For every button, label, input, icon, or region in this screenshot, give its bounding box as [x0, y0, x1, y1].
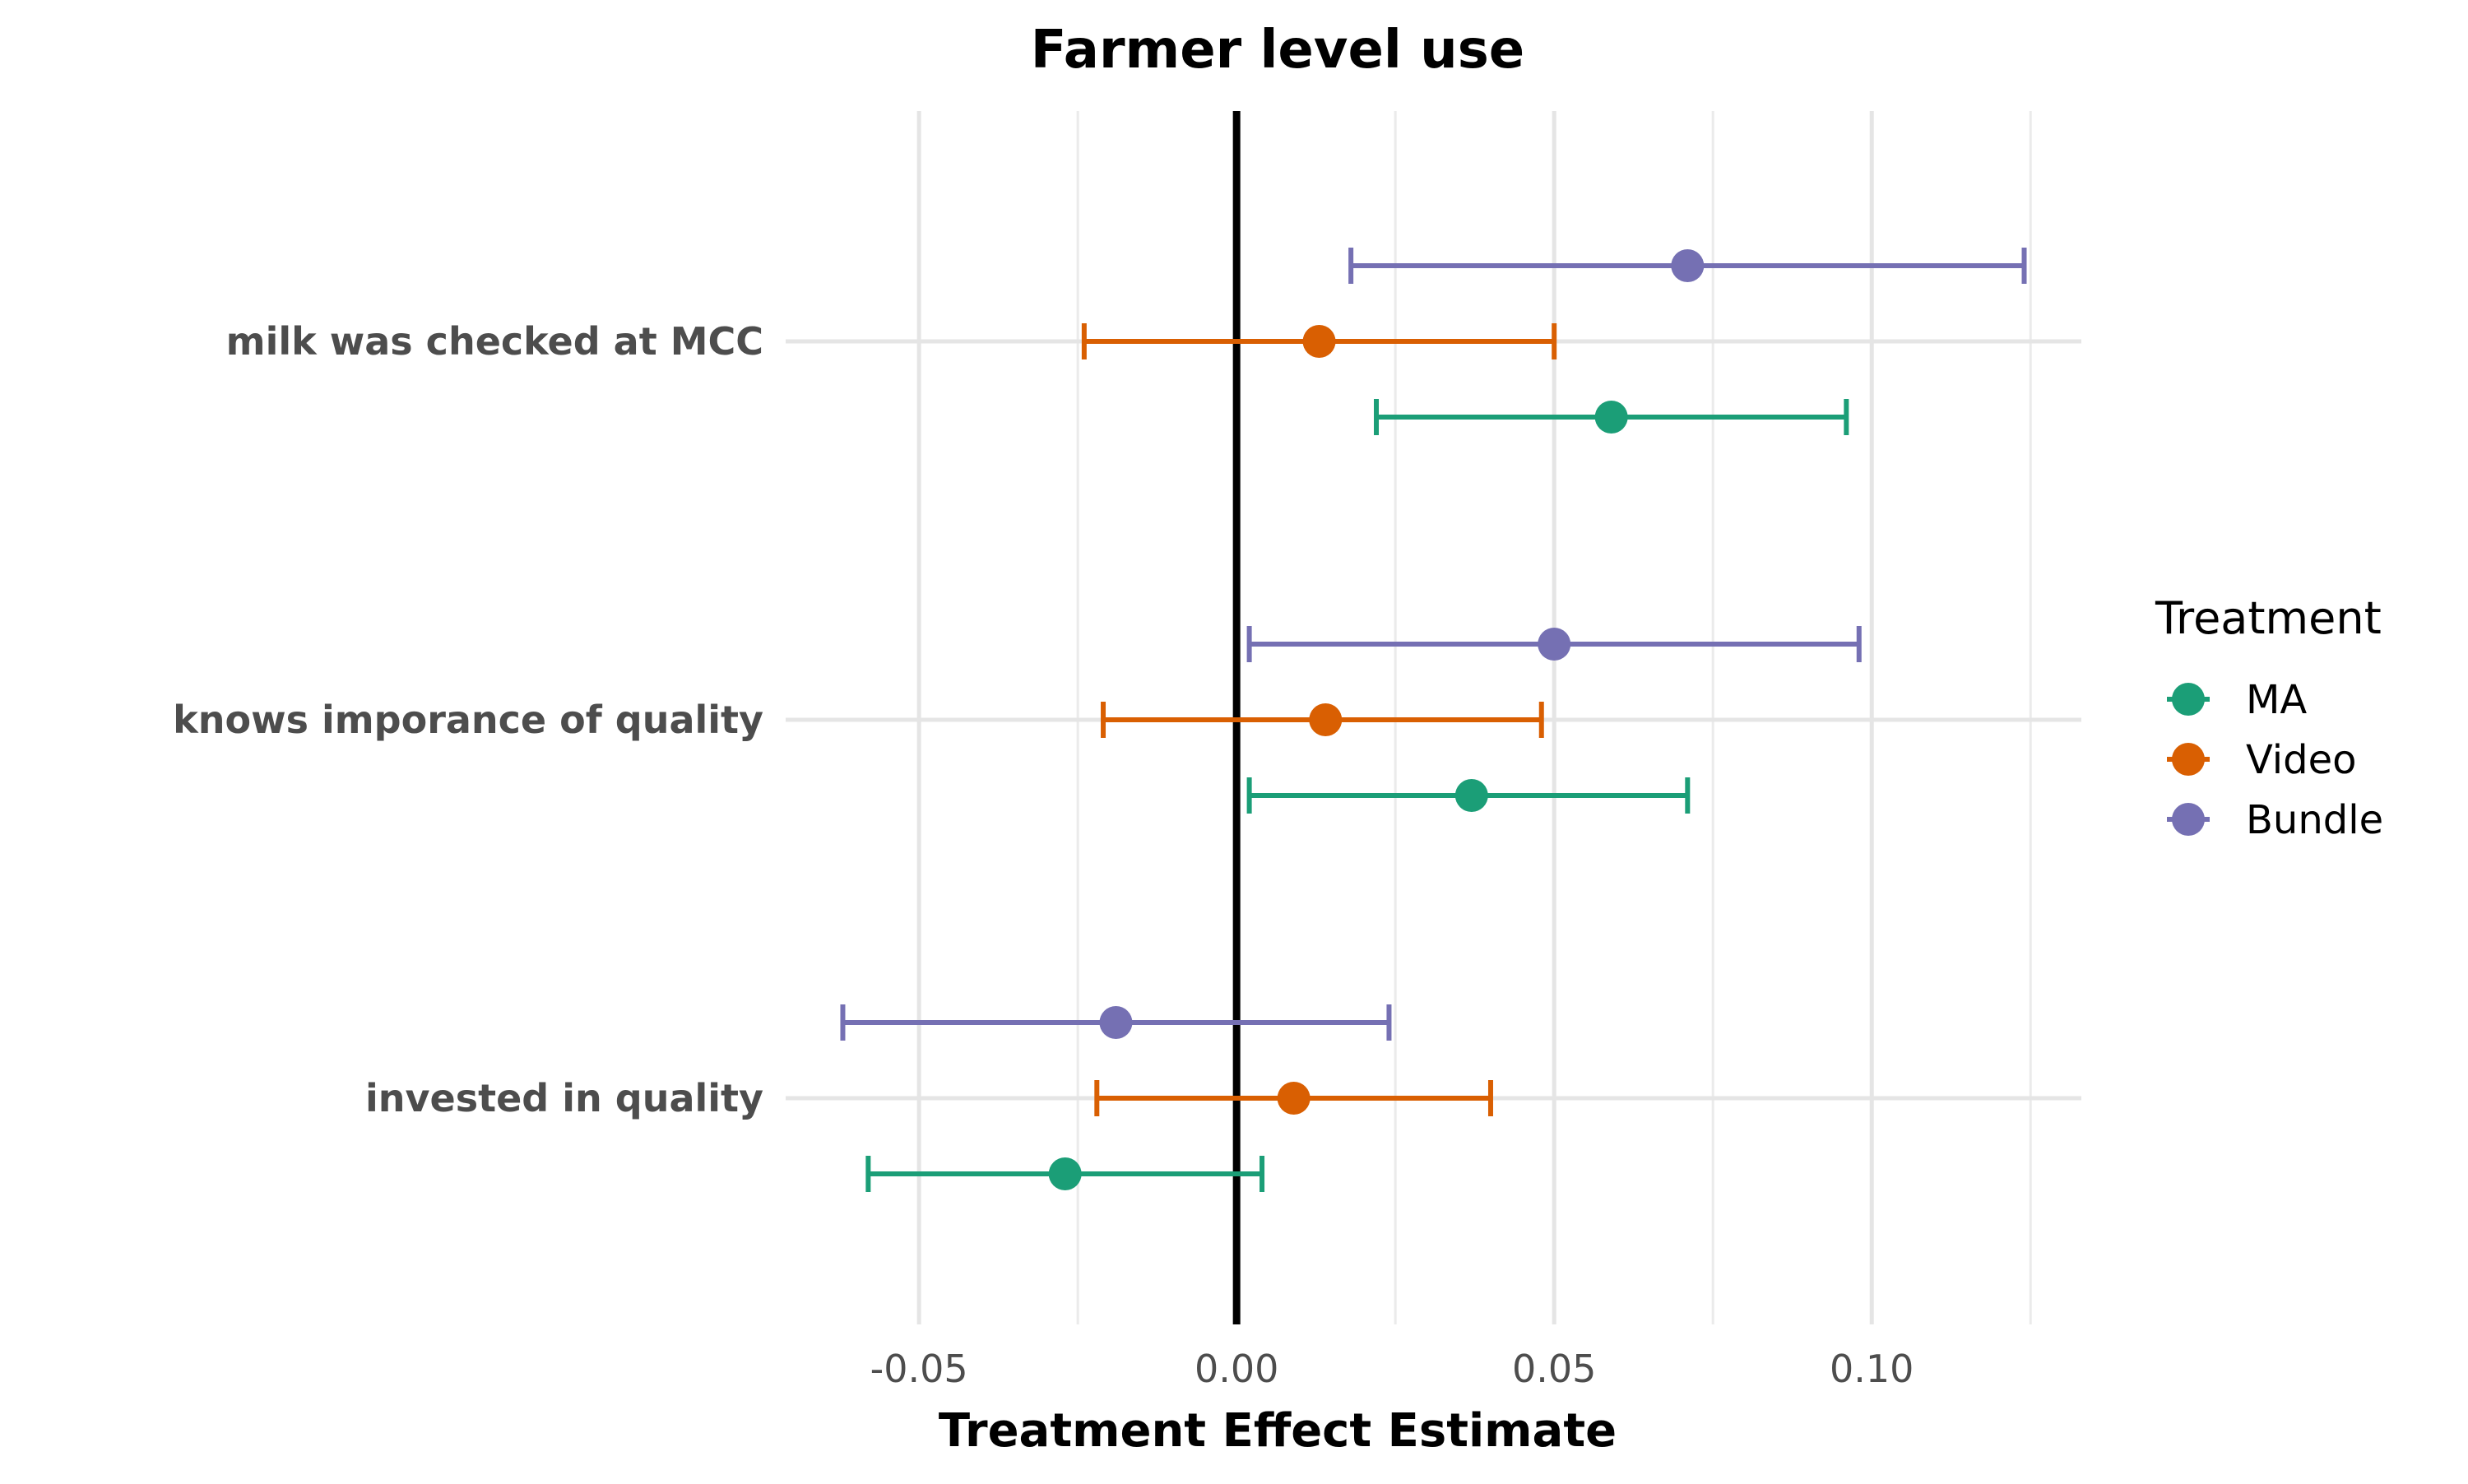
error-bar-ma	[1374, 399, 1849, 435]
error-bar-video	[1101, 702, 1544, 738]
error-bar-bundle	[1246, 626, 1862, 662]
legend-item-bundle: Bundle	[2167, 797, 2383, 843]
legend-item-label: Video	[2246, 737, 2356, 783]
error-bar-video	[1081, 323, 1557, 359]
axis-layer: milk was checked at MCC knows imporance o…	[173, 319, 1914, 1391]
estimate-point-bundle	[1671, 249, 1705, 282]
x-tick-label: 0.10	[1830, 1347, 1914, 1391]
error-bar-video	[1094, 1080, 1493, 1116]
error-bar-bundle	[1348, 248, 2027, 284]
legend-item-ma: MA	[2167, 677, 2307, 723]
estimate-point-bundle	[1099, 1006, 1133, 1039]
error-bar-ma	[1246, 777, 1691, 814]
marks-layer	[840, 248, 2027, 1192]
x-axis-label: Treatment Effect Estimate	[939, 1404, 1617, 1458]
x-tick-label: 0.05	[1512, 1347, 1596, 1391]
y-tick-label: invested in quality	[365, 1076, 763, 1120]
legend: Treatment MA Video Bundle	[2155, 592, 2383, 843]
x-tick-label: 0.00	[1195, 1347, 1278, 1391]
estimate-point-video	[1277, 1082, 1311, 1115]
legend-key-point	[2172, 803, 2205, 836]
chart-title: Farmer level use	[1031, 20, 1524, 81]
legend-title: Treatment	[2155, 592, 2382, 644]
error-bar-bundle	[840, 1004, 1392, 1041]
legend-key-point	[2172, 743, 2205, 776]
legend-item-video: Video	[2167, 737, 2356, 783]
legend-items: MA Video Bundle	[2167, 677, 2383, 843]
y-tick-label: knows imporance of quality	[173, 698, 763, 742]
estimate-point-ma	[1594, 401, 1628, 434]
estimate-point-bundle	[1538, 628, 1571, 661]
estimate-point-video	[1309, 703, 1343, 736]
x-tick-label: -0.05	[870, 1347, 968, 1391]
legend-key-point	[2172, 683, 2205, 716]
estimate-point-ma	[1454, 779, 1488, 812]
legend-item-label: Bundle	[2246, 797, 2383, 843]
legend-item-label: MA	[2246, 677, 2307, 723]
error-bar-ma	[865, 1156, 1265, 1192]
estimate-point-video	[1302, 325, 1336, 358]
estimate-point-ma	[1048, 1157, 1082, 1190]
y-tick-label: milk was checked at MCC	[226, 319, 763, 364]
